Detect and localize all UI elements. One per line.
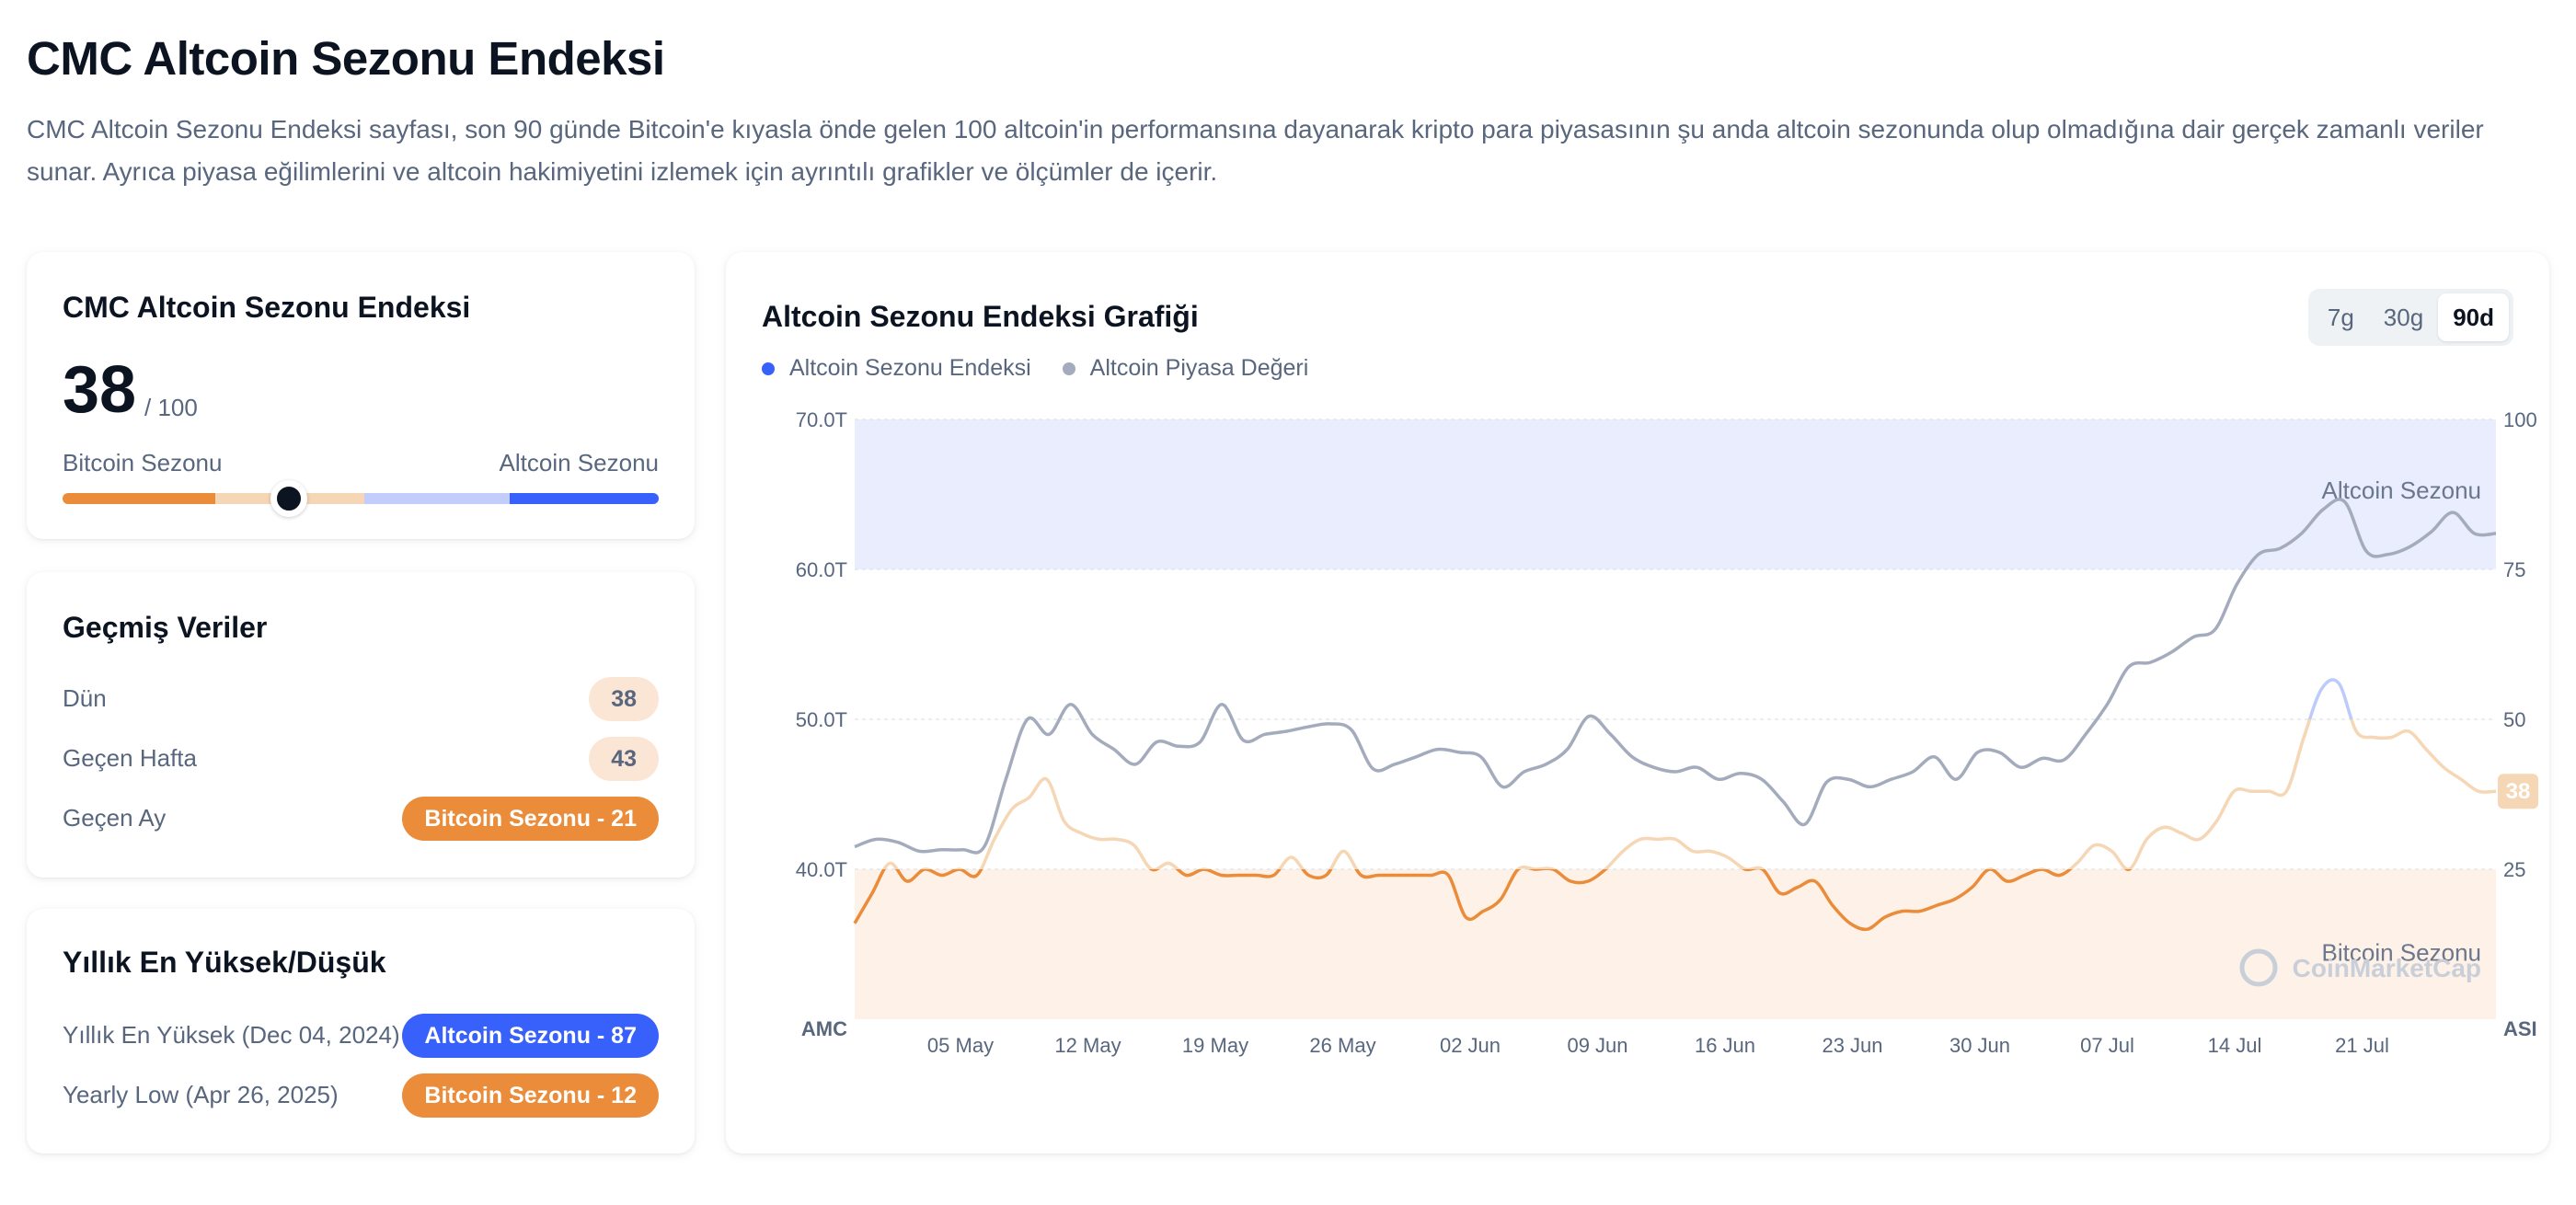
y-left-caption: AMC bbox=[801, 1017, 847, 1040]
x-tick-4: 02 Jun bbox=[1440, 1034, 1501, 1057]
y-right-tick-2: 50 bbox=[2503, 708, 2525, 731]
zone-label-bitcoin: Bitcoin Sezonu bbox=[2322, 938, 2481, 966]
current-value-text: 38 bbox=[2506, 779, 2531, 804]
yearly-high-value: Altcoin Sezonu - 87 bbox=[402, 1014, 659, 1058]
index-card: CMC Altcoin Sezonu Endeksi 38 / 100 Bitc… bbox=[27, 252, 695, 539]
chart-card: 70.0T 60.0T 50.0T 40.0T 100 75 50 25 AMC ASI 05 Ma… bbox=[726, 252, 2549, 1153]
page-description: CMC Altcoin Sezonu Endeksi sayfası, son … bbox=[27, 115, 2484, 186]
range-tab-7d[interactable]: 7g bbox=[2327, 304, 2354, 331]
history-yesterday-value: 38 bbox=[589, 677, 659, 721]
yearly-high-name: Yıllık En Yüksek bbox=[63, 1021, 236, 1049]
legend-dot-blue bbox=[762, 362, 775, 375]
yearly-high-date: (Dec 04, 2024) bbox=[241, 1021, 400, 1049]
x-tick-6: 16 Jun bbox=[1695, 1034, 1755, 1057]
x-tick-1: 12 May bbox=[1054, 1034, 1121, 1057]
yearly-low-date: (Apr 26, 2025) bbox=[185, 1081, 339, 1108]
bitcoin-season-label: Bitcoin Sezonu bbox=[63, 449, 223, 476]
legend-item-market-cap[interactable]: Altcoin Piyasa Değeri bbox=[1062, 355, 1309, 382]
index-card-title: CMC Altcoin Sezonu Endeksi bbox=[63, 291, 471, 324]
current-value-badge bbox=[2498, 774, 2538, 809]
index-score-max: / 100 bbox=[144, 394, 198, 421]
yearly-low-value: Bitcoin Sezonu - 12 bbox=[402, 1073, 659, 1118]
gauge-segment-altcoin-light bbox=[364, 493, 510, 504]
y-left-tick-1: 60.0T bbox=[796, 558, 847, 581]
series-line-index-neutral bbox=[881, 719, 2497, 869]
x-tick-3: 26 May bbox=[1309, 1034, 1375, 1057]
gauge-segment-altcoin bbox=[510, 493, 659, 504]
history-last-week-label: Geçen Hafta bbox=[63, 744, 197, 772]
y-right-caption: ASI bbox=[2503, 1017, 2537, 1040]
gauge-segment-bitcoin bbox=[63, 493, 215, 504]
watermark-logo bbox=[2239, 948, 2278, 987]
history-yesterday-label: Dün bbox=[63, 684, 107, 712]
x-tick-7: 23 Jun bbox=[1822, 1034, 1882, 1057]
history-last-month-value: Bitcoin Sezonu - 21 bbox=[402, 797, 659, 841]
legend-label-market-cap: Altcoin Piyasa Değeri bbox=[1089, 355, 1309, 381]
y-right-tick-1: 75 bbox=[2503, 558, 2525, 581]
y-left-tick-0: 70.0T bbox=[796, 408, 847, 431]
history-card-title: Geçmiş Veriler bbox=[63, 611, 268, 644]
series-line-market-cap bbox=[854, 498, 2497, 855]
altcoin-season-label: Altcoin Sezonu bbox=[499, 449, 659, 476]
yearly-low-name: Yearly Low bbox=[63, 1081, 179, 1108]
y-right-tick-3: 25 bbox=[2503, 858, 2525, 881]
coinmarketcap-icon bbox=[2239, 948, 2278, 987]
season-gauge bbox=[63, 480, 659, 517]
range-tab-30d[interactable]: 30g bbox=[2383, 304, 2424, 331]
zone-label-altcoin: Altcoin Sezonu bbox=[2322, 476, 2481, 504]
bitcoin-zone bbox=[855, 869, 2496, 1019]
x-tick-8: 30 Jun bbox=[1949, 1034, 2010, 1057]
x-tick-5: 09 Jun bbox=[1567, 1034, 1627, 1057]
y-left-tick-3: 40.0T bbox=[796, 858, 847, 881]
x-tick-2: 19 May bbox=[1182, 1034, 1248, 1057]
legend-dot-gray bbox=[1062, 362, 1075, 375]
history-card: Geçmiş Veriler Dün 38 Geçen Hafta 43 Geç… bbox=[27, 572, 695, 878]
x-tick-0: 05 May bbox=[927, 1034, 994, 1057]
index-score: 38 bbox=[63, 353, 137, 427]
range-selector: 7g 30g 90d bbox=[2307, 289, 2513, 346]
chart-title: Altcoin Sezonu Endeksi Grafiği bbox=[762, 300, 1199, 333]
altcoin-season-chart[interactable]: 70.0T 60.0T 50.0T 40.0T 100 75 50 25 AMC ASI 05 Ma… bbox=[726, 252, 2549, 1153]
y-left-tick-2: 50.0T bbox=[796, 708, 847, 731]
x-tick-9: 07 Jul bbox=[2080, 1034, 2134, 1057]
legend-item-index[interactable]: Altcoin Sezonu Endeksi bbox=[762, 355, 1031, 382]
history-last-week-value: 43 bbox=[589, 737, 659, 781]
chart-legend: Altcoin Sezonu Endeksi Altcoin Piyasa De… bbox=[762, 355, 1340, 382]
yearly-high-label: Yıllık En Yüksek (Dec 04, 2024) bbox=[63, 1021, 400, 1050]
yearly-card-title: Yıllık En Yüksek/Düşük bbox=[63, 946, 386, 979]
gauge-knob bbox=[270, 480, 308, 517]
legend-label-index: Altcoin Sezonu Endeksi bbox=[789, 355, 1031, 381]
watermark-text: CoinMarketCap bbox=[2293, 954, 2481, 982]
x-tick-10: 14 Jul bbox=[2208, 1034, 2262, 1057]
yearly-low-label: Yearly Low (Apr 26, 2025) bbox=[63, 1081, 339, 1109]
history-last-month-label: Geçen Ay bbox=[63, 804, 167, 832]
page-title: CMC Altcoin Sezonu Endeksi bbox=[27, 32, 665, 85]
yearly-card: Yıllık En Yüksek/Düşük Yıllık En Yüksek … bbox=[27, 909, 695, 1153]
x-tick-11: 21 Jul bbox=[2335, 1034, 2389, 1057]
y-right-tick-0: 100 bbox=[2503, 408, 2537, 431]
altcoin-zone bbox=[855, 419, 2496, 569]
range-tab-90d[interactable]: 90d bbox=[2438, 293, 2509, 341]
